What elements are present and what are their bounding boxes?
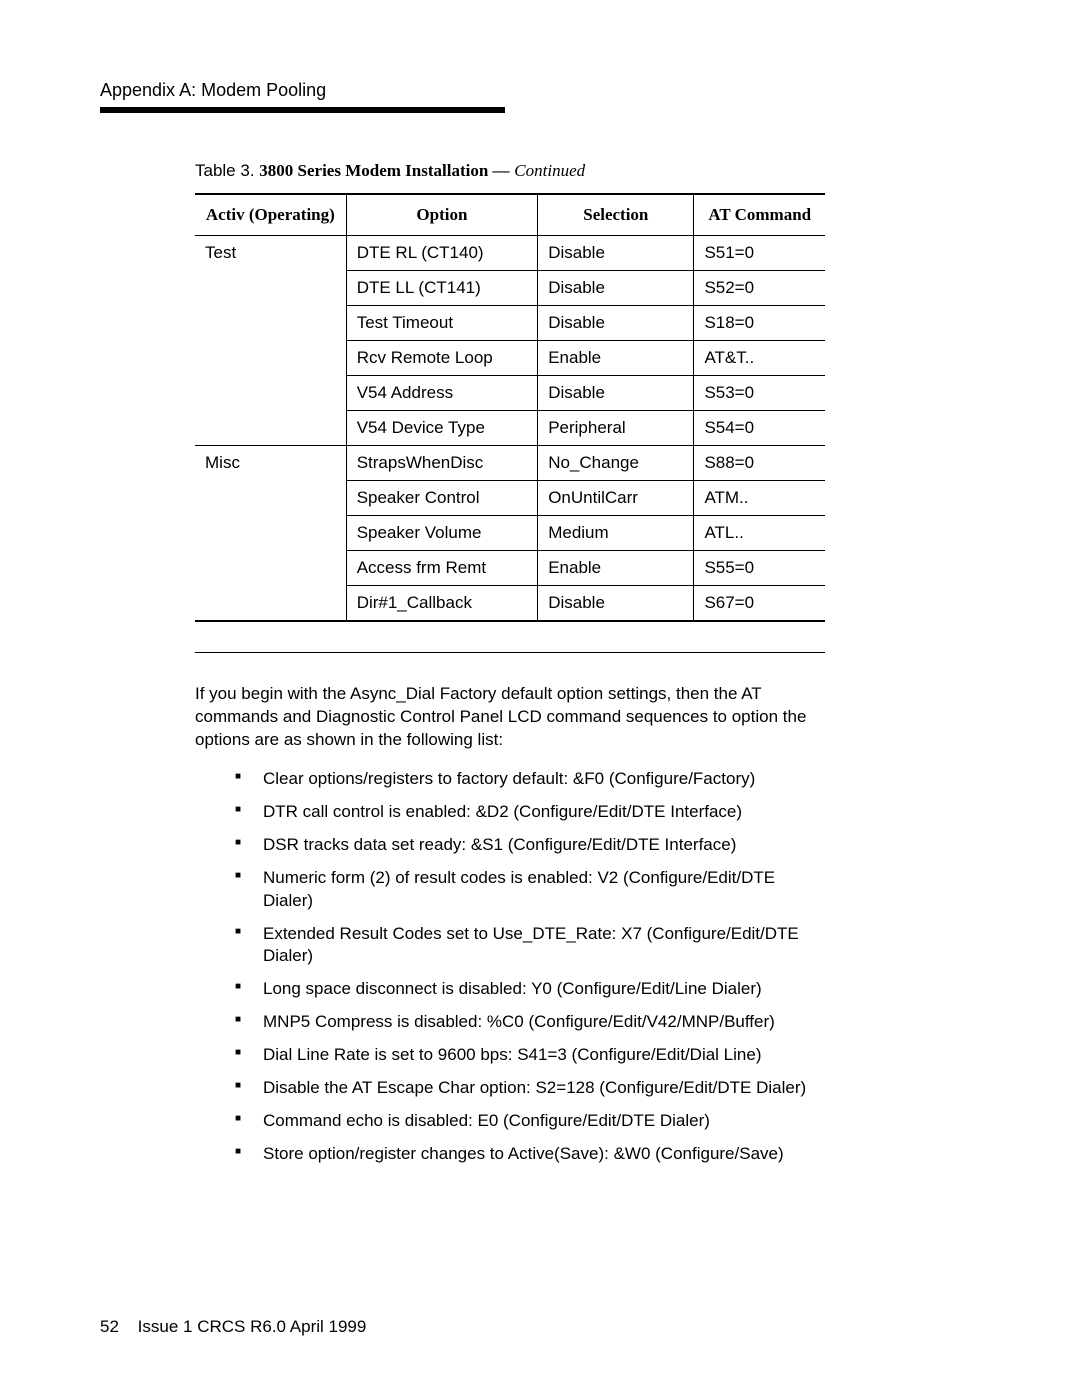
cell-command: S67=0	[694, 586, 825, 622]
cell-activ: Misc	[195, 446, 346, 622]
cell-command: S52=0	[694, 271, 825, 306]
table-header-row: Activ (Operating) Option Selection AT Co…	[195, 194, 825, 236]
cell-selection: Disable	[538, 236, 694, 271]
table-caption: Table 3. 3800 Series Modem Installation …	[195, 161, 825, 181]
intro-paragraph: If you begin with the Async_Dial Factory…	[195, 683, 825, 752]
col-command: AT Command	[694, 194, 825, 236]
config-list: Clear options/registers to factory defau…	[235, 768, 825, 1166]
list-item: Dial Line Rate is set to 9600 bps: S41=3…	[235, 1044, 825, 1067]
cell-selection: Peripheral	[538, 411, 694, 446]
cell-option: DTE LL (CT141)	[346, 271, 538, 306]
cell-command: S54=0	[694, 411, 825, 446]
cell-option: DTE RL (CT140)	[346, 236, 538, 271]
cell-command: S51=0	[694, 236, 825, 271]
table-row: TestDTE RL (CT140)DisableS51=0	[195, 236, 825, 271]
cell-selection: Disable	[538, 376, 694, 411]
list-item: Command echo is disabled: E0 (Configure/…	[235, 1110, 825, 1133]
cell-command: S53=0	[694, 376, 825, 411]
cell-selection: OnUntilCarr	[538, 481, 694, 516]
header-rule	[100, 107, 505, 113]
list-item: MNP5 Compress is disabled: %C0 (Configur…	[235, 1011, 825, 1034]
cell-option: Rcv Remote Loop	[346, 341, 538, 376]
list-item: Extended Result Codes set to Use_DTE_Rat…	[235, 923, 825, 969]
cell-selection: Disable	[538, 306, 694, 341]
mid-rule	[195, 652, 825, 653]
cell-selection: No_Change	[538, 446, 694, 481]
cell-option: V54 Address	[346, 376, 538, 411]
page: Appendix A: Modem Pooling Table 3. 3800 …	[0, 0, 1080, 1236]
cell-option: Access frm Remt	[346, 551, 538, 586]
cell-selection: Enable	[538, 341, 694, 376]
table-row: MiscStrapsWhenDiscNo_ChangeS88=0	[195, 446, 825, 481]
list-item: Disable the AT Escape Char option: S2=12…	[235, 1077, 825, 1100]
table-caption-continued: Continued	[514, 161, 585, 180]
table-caption-label: Table 3.	[195, 161, 255, 180]
cell-command: ATL..	[694, 516, 825, 551]
list-item: DSR tracks data set ready: &S1 (Configur…	[235, 834, 825, 857]
col-selection: Selection	[538, 194, 694, 236]
col-activ: Activ (Operating)	[195, 194, 346, 236]
cell-command: ATM..	[694, 481, 825, 516]
cell-option: StrapsWhenDisc	[346, 446, 538, 481]
list-item: DTR call control is enabled: &D2 (Config…	[235, 801, 825, 824]
cell-command: S88=0	[694, 446, 825, 481]
table-area: Table 3. 3800 Series Modem Installation …	[195, 161, 825, 653]
cell-activ: Test	[195, 236, 346, 446]
cell-selection: Medium	[538, 516, 694, 551]
cell-option: V54 Device Type	[346, 411, 538, 446]
issue-line: Issue 1 CRCS R6.0 April 1999	[138, 1317, 367, 1336]
page-number: 52	[100, 1317, 119, 1336]
cell-option: Test Timeout	[346, 306, 538, 341]
appendix-header: Appendix A: Modem Pooling	[100, 80, 980, 101]
cell-option: Dir#1_Callback	[346, 586, 538, 622]
list-item: Store option/register changes to Active(…	[235, 1143, 825, 1166]
list-item: Clear options/registers to factory defau…	[235, 768, 825, 791]
body-text: If you begin with the Async_Dial Factory…	[195, 683, 825, 1166]
cell-command: S18=0	[694, 306, 825, 341]
cell-option: Speaker Control	[346, 481, 538, 516]
cell-selection: Disable	[538, 271, 694, 306]
list-item: Numeric form (2) of result codes is enab…	[235, 867, 825, 913]
cell-selection: Enable	[538, 551, 694, 586]
footer: 52 Issue 1 CRCS R6.0 April 1999	[100, 1317, 366, 1337]
col-option: Option	[346, 194, 538, 236]
table-caption-title: 3800 Series Modem Installation —	[259, 161, 509, 180]
modem-table: Activ (Operating) Option Selection AT Co…	[195, 193, 825, 622]
cell-command: AT&T..	[694, 341, 825, 376]
cell-selection: Disable	[538, 586, 694, 622]
cell-option: Speaker Volume	[346, 516, 538, 551]
cell-command: S55=0	[694, 551, 825, 586]
list-item: Long space disconnect is disabled: Y0 (C…	[235, 978, 825, 1001]
